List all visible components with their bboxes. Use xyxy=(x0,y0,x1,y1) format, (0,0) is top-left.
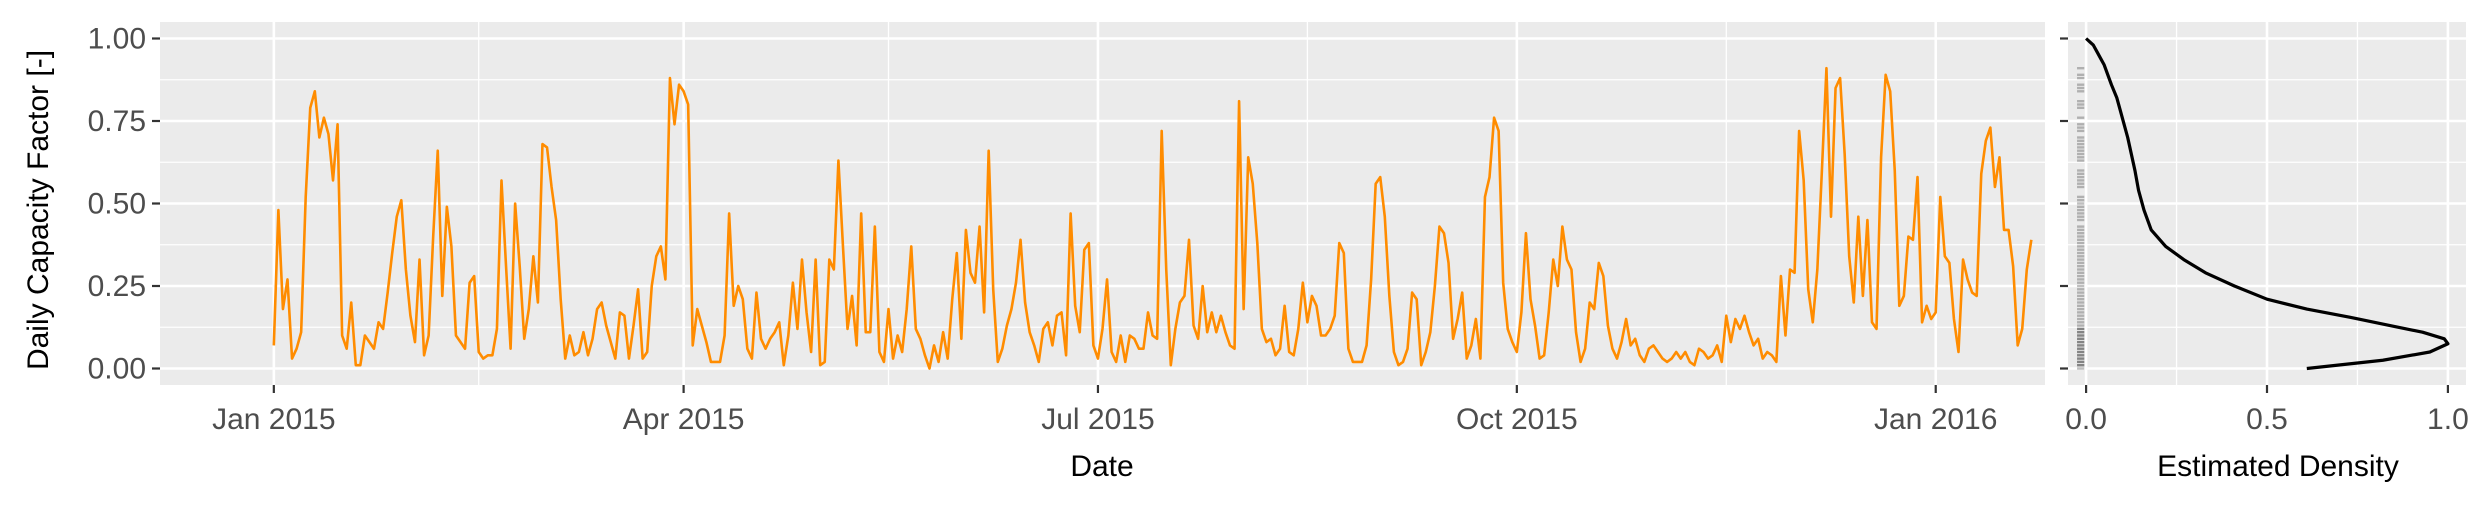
y-tick-label: 0.00 xyxy=(88,353,146,386)
x-tick-label: Jul 2015 xyxy=(1041,403,1154,436)
density-x-axis-title: Estimated Density xyxy=(2157,450,2399,483)
capacity-factor-line xyxy=(272,66,2033,370)
density-x-tick-label: 1.0 xyxy=(2427,403,2469,436)
y-tick-label: 0.25 xyxy=(88,270,146,303)
x-tick-label: Oct 2015 xyxy=(1456,403,1578,436)
x-tick-label: Jan 2016 xyxy=(1874,403,1997,436)
y-tick-label: 0.75 xyxy=(88,105,146,138)
y-tick-label: 0.50 xyxy=(88,188,146,221)
density-x-tick-label: 0.0 xyxy=(2065,403,2107,436)
y-tick-label: 1.00 xyxy=(88,23,146,56)
y-axis-title: Daily Capacity Factor [-] xyxy=(22,50,55,370)
density-panel: 0.0 0.5 1.0 xyxy=(2060,22,2469,436)
density-x-tick-label: 0.5 xyxy=(2246,403,2288,436)
x-tick-label: Jan 2015 xyxy=(212,403,335,436)
time-series-panel: 0.00 0.25 0.50 0.75 1.00 Jan 2015 Apr 2015 Jul … xyxy=(88,22,2045,436)
density-curve xyxy=(2085,37,2450,371)
x-axis-title: Date xyxy=(1070,450,1133,483)
x-tick-label: Apr 2015 xyxy=(623,403,745,436)
